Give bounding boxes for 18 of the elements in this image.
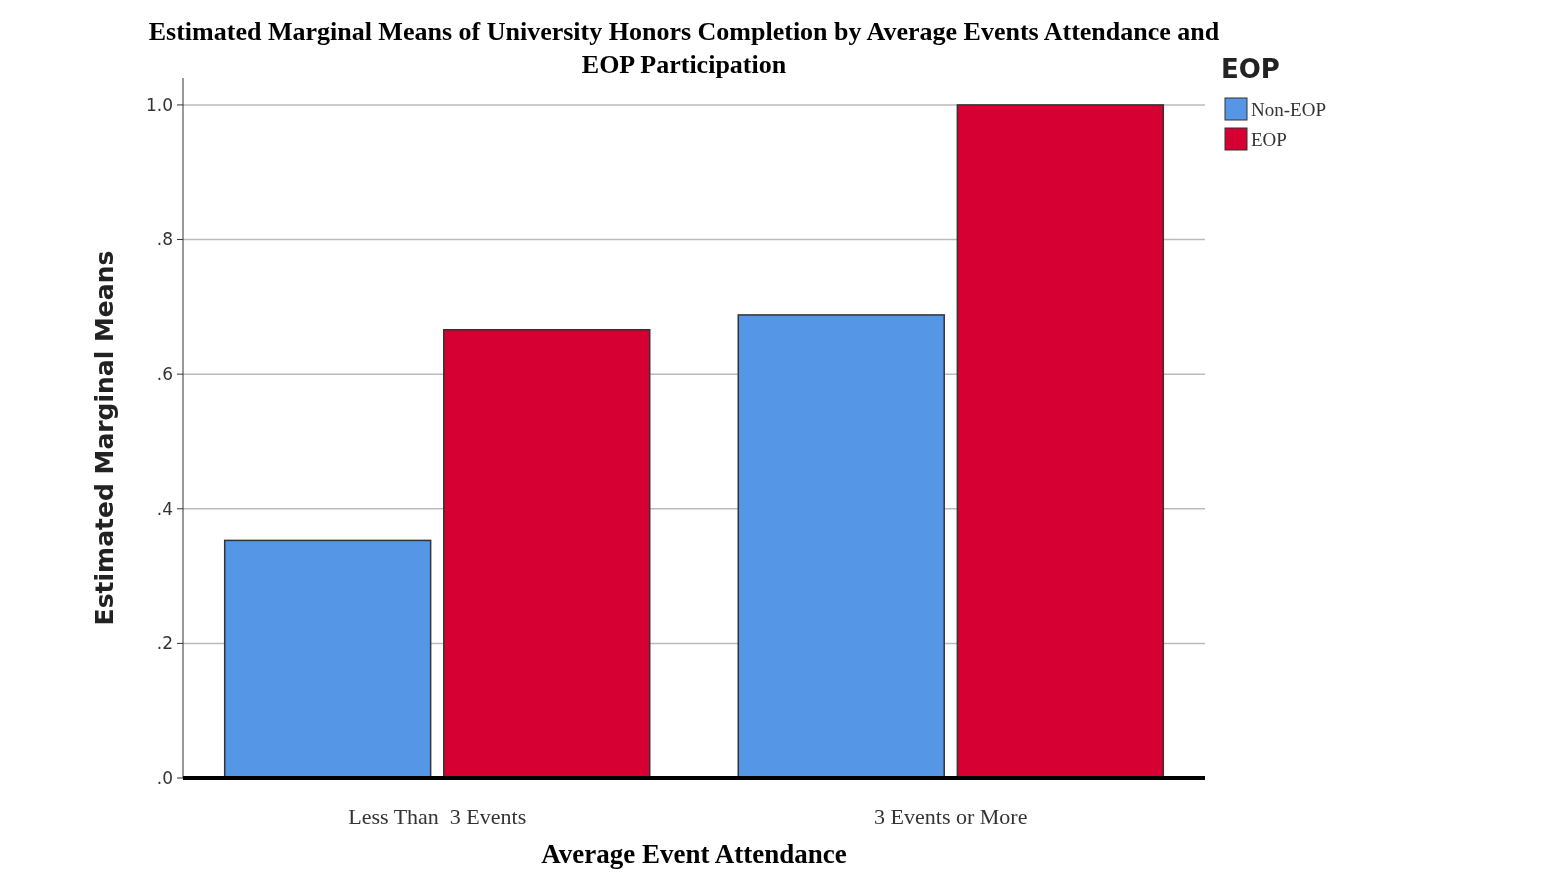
bar (956, 104, 1165, 779)
y-tick-label: .4 (156, 498, 173, 519)
x-axis-title: Average Event Attendance (541, 839, 847, 869)
bar (223, 539, 432, 779)
y-tick-label: .8 (156, 229, 173, 250)
y-tick-label: .0 (156, 767, 173, 788)
x-tick-label: 3 Events or More (874, 804, 1028, 829)
bar (737, 314, 945, 779)
x-tick-label: Less Than 3 Events (348, 804, 527, 829)
y-axis-title: Estimated Marginal Means (90, 250, 119, 626)
legend-label: Non-EOP (1251, 98, 1326, 120)
legend-title: EOP (1221, 54, 1280, 84)
bar (443, 328, 651, 779)
y-tick-label: .6 (156, 364, 173, 385)
y-tick-label: .2 (156, 633, 173, 654)
chart-title: Estimated Marginal Means of University Honors Completion by Average Events Attendance and EOP Participation (148, 17, 1220, 79)
legend-label: EOP (1251, 128, 1287, 150)
y-tick-label: 1.0 (145, 94, 173, 115)
